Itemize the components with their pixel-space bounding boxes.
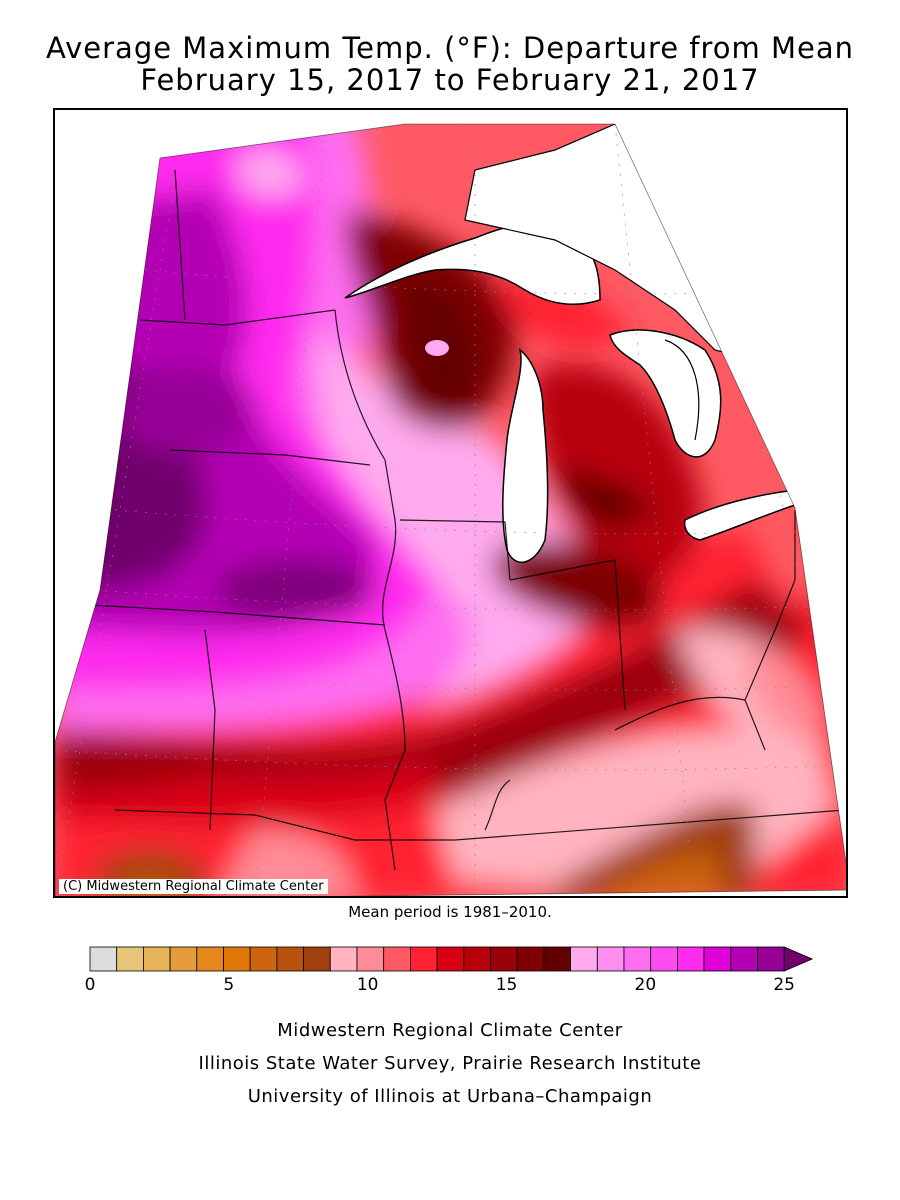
legend-swatch [463, 946, 491, 972]
lake-michigan [502, 348, 549, 564]
graticule [55, 124, 846, 896]
credit-line-1: Midwestern Regional Climate Center [277, 1020, 623, 1041]
legend-tick-label: 10 [356, 975, 379, 995]
legend-ticks: 0 5 10 15 20 25 [0, 975, 900, 999]
map-date-range: February 15, 2017 to February 21, 2017 [140, 63, 760, 97]
lake-superior [344, 223, 601, 306]
temperature-departure-map: (C) Midwestern Regional Climate Center [53, 108, 848, 898]
legend-swatch [516, 946, 545, 972]
map-canvas [55, 123, 846, 896]
legend-swatch [570, 946, 598, 972]
legend-overflow-arrow [783, 946, 814, 972]
legend-swatch [757, 946, 785, 972]
color-legend [89, 946, 814, 972]
legend-swatch [276, 946, 304, 972]
legend-swatch [223, 946, 251, 972]
map-title: Average Maximum Temp. (°F): Departure fr… [45, 31, 855, 65]
legend-swatch [409, 946, 438, 972]
legend-swatch [730, 946, 758, 972]
legend-swatch [249, 946, 278, 972]
legend-swatch [303, 946, 331, 972]
legend-swatch [543, 946, 571, 972]
temperature-field [55, 124, 846, 896]
lake-erie [683, 489, 796, 541]
legend-swatch [677, 946, 705, 972]
legend-tick-label: 5 [223, 975, 235, 995]
legend-tick-label: 25 [773, 975, 796, 995]
legend-swatch [623, 946, 652, 972]
legend-swatch [329, 946, 358, 972]
lake-huron [609, 329, 722, 458]
credit-line-2: Illinois State Water Survey, Prairie Res… [198, 1053, 702, 1074]
legend-tick-label: 0 [84, 975, 96, 995]
legend-swatch [143, 946, 171, 972]
legend-swatch [650, 946, 678, 972]
legend-swatch [596, 946, 625, 972]
small-lake [425, 340, 449, 356]
state-boundaries [89, 169, 846, 871]
copyright-label: (C) Midwestern Regional Climate Center [59, 879, 328, 894]
michigan-lower-peninsula-edge [664, 339, 700, 441]
legend-swatch [169, 946, 198, 972]
legend-swatch [436, 946, 465, 972]
legend-tick-label: 20 [634, 975, 657, 995]
mean-period-note: Mean period is 1981–2010. [348, 903, 552, 921]
legend-tick-label: 15 [495, 975, 518, 995]
legend-swatch [196, 946, 224, 972]
legend-swatch [703, 946, 732, 972]
legend-swatch [89, 946, 118, 972]
credit-line-3: University of Illinois at Urbana–Champai… [247, 1086, 653, 1107]
legend-swatch [116, 946, 144, 972]
legend-swatch [356, 946, 385, 972]
legend-swatch [383, 946, 411, 972]
legend-swatch [490, 946, 518, 972]
